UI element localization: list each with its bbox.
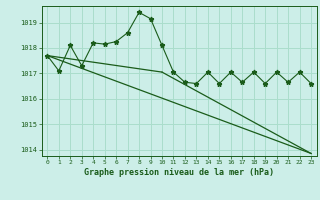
X-axis label: Graphe pression niveau de la mer (hPa): Graphe pression niveau de la mer (hPa) [84,168,274,177]
